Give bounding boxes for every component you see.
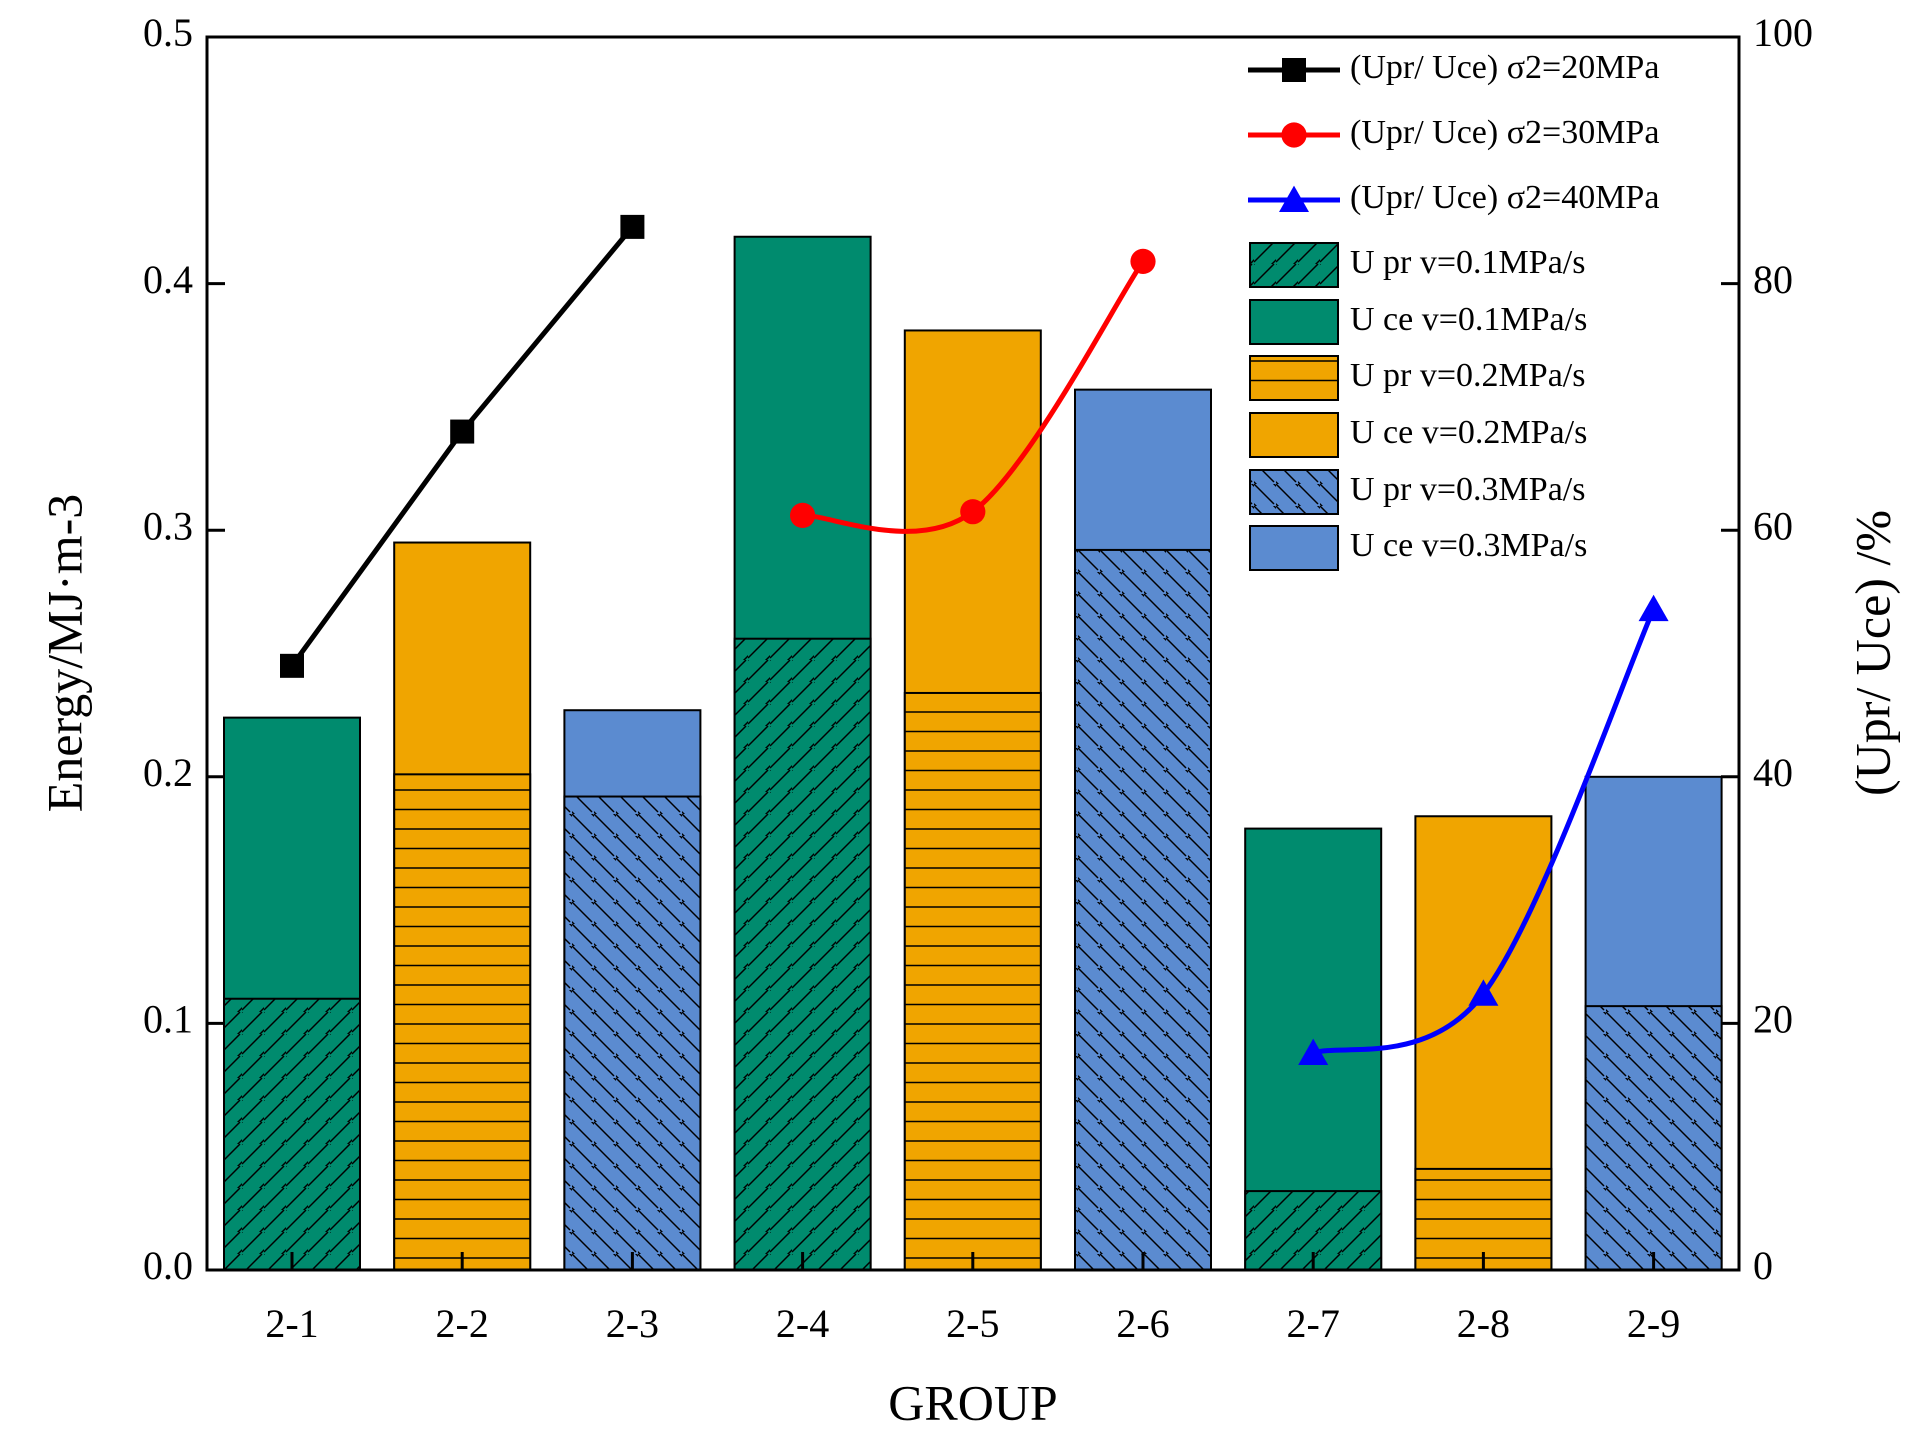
marker	[790, 502, 816, 529]
marker	[960, 499, 986, 525]
y-tick-label: 0.5	[143, 10, 193, 55]
y-tick-label: 0.1	[143, 997, 193, 1042]
marker	[1298, 1038, 1329, 1065]
bar	[733, 637, 872, 1271]
x-tick-label: 2-9	[1627, 1301, 1680, 1346]
y2-axis-label: (Upr/ Uce) /%	[1844, 510, 1900, 796]
x-tick-label: 2-5	[946, 1301, 999, 1346]
y2-tick-label: 80	[1753, 257, 1793, 302]
legend-swatch	[1249, 355, 1339, 401]
y-tick-label: 0.0	[143, 1243, 193, 1288]
marker	[1279, 185, 1309, 212]
y-tick-label: 0.3	[143, 503, 193, 548]
x-tick-label: 2-1	[265, 1301, 318, 1346]
y2-tick-label: 100	[1753, 10, 1813, 55]
y-tick-label: 0.4	[143, 257, 193, 302]
marker	[620, 214, 645, 239]
legend-label: U pr v=0.2MPa/s	[1350, 357, 1585, 394]
bar	[393, 773, 532, 1271]
marker	[450, 419, 475, 444]
legend-swatch	[1249, 469, 1339, 515]
bar	[1074, 548, 1212, 1271]
marker	[1638, 594, 1669, 622]
legend-label: U ce v=0.3MPa/s	[1350, 527, 1587, 564]
x-axis-label: GROUP	[888, 1374, 1057, 1430]
y-axis-label: Energy/MJ·m-3	[36, 494, 92, 812]
legend-swatch	[1249, 299, 1339, 345]
x-tick-label: 2-4	[776, 1301, 829, 1346]
legend-label: (Upr/ Uce) σ2=30MPa	[1350, 114, 1659, 151]
marker	[280, 653, 304, 678]
legend-swatch	[1249, 412, 1339, 458]
legend-swatch	[1249, 242, 1339, 288]
line	[1312, 608, 1656, 1056]
legend-label: (Upr/ Uce) σ2=40MPa	[1350, 179, 1659, 216]
legend-swatch	[1249, 525, 1339, 571]
y2-tick-label: 40	[1753, 750, 1793, 795]
y-tick-label: 0.2	[143, 750, 193, 795]
marker	[1468, 979, 1499, 1006]
bar	[903, 691, 1042, 1271]
x-tick-label: 2-2	[436, 1301, 489, 1346]
marker	[1281, 122, 1307, 148]
y2-tick-label: 60	[1753, 503, 1793, 548]
legend-label: (Upr/ Uce) σ2=20MPa	[1350, 49, 1659, 86]
x-tick-label: 2-7	[1287, 1301, 1340, 1346]
bar	[563, 795, 702, 1271]
bar	[223, 997, 361, 1271]
x-tick-label: 2-6	[1116, 1301, 1169, 1346]
legend-label: U pr v=0.3MPa/s	[1350, 471, 1585, 508]
legend-label: U ce v=0.2MPa/s	[1350, 414, 1587, 451]
marker	[1282, 58, 1306, 82]
legend-label: U ce v=0.1MPa/s	[1350, 301, 1587, 338]
x-tick-label: 2-3	[606, 1301, 659, 1346]
y2-tick-label: 20	[1753, 997, 1793, 1042]
legend-label: U pr v=0.1MPa/s	[1350, 244, 1585, 281]
marker	[1130, 248, 1156, 275]
y2-tick-label: 0	[1753, 1243, 1773, 1288]
line	[802, 260, 1146, 534]
x-tick-label: 2-8	[1457, 1301, 1510, 1346]
bar	[1584, 1005, 1723, 1271]
